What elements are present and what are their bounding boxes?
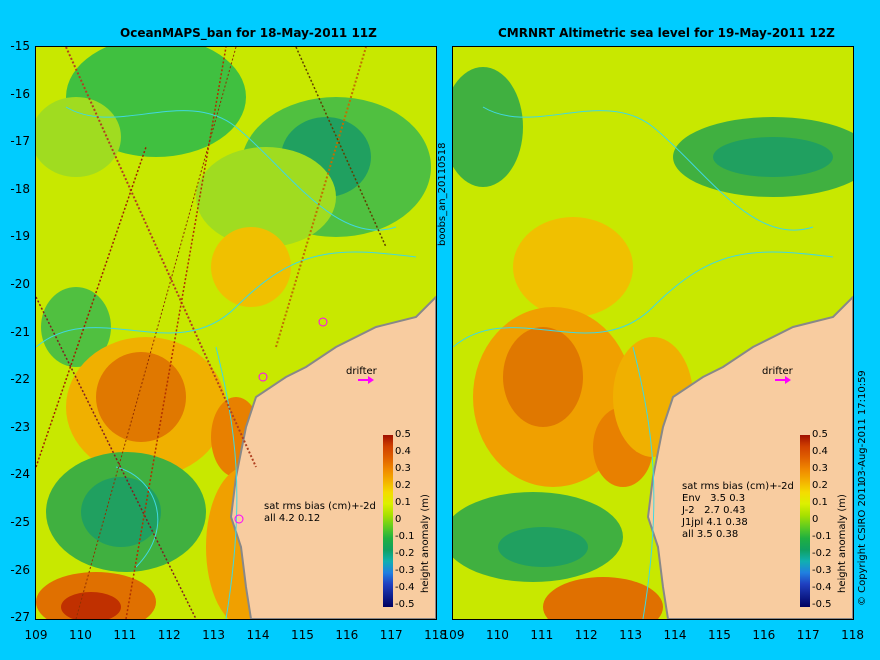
colorbar-tick-label: 0 — [395, 514, 402, 525]
colorbar-tick-label: 0.2 — [812, 480, 828, 491]
colorbar-tick-label: -0.2 — [395, 548, 415, 559]
y-tick-label: -19 — [10, 229, 30, 244]
colorbar-tick-label: 0 — [812, 514, 819, 525]
y-tick-label: -20 — [10, 277, 30, 291]
x-tick-label: 110 — [68, 628, 92, 642]
colorbar-tick-label: 0.1 — [395, 497, 411, 508]
left-map-title: OceanMAPS_ban for 18-May-2011 11Z — [120, 26, 377, 40]
x-tick-label: 110 — [485, 628, 509, 642]
x-tick-label: 118 — [424, 628, 448, 642]
colorbar-tick-label: -0.5 — [812, 599, 832, 610]
left-colorbar-title: height anomaly (m) — [420, 494, 431, 593]
colorbar-tick-label: -0.3 — [812, 565, 832, 576]
left-colorbar — [383, 435, 393, 607]
right-map-title: CMRNRT Altimetric sea level for 19-May-2… — [498, 26, 835, 40]
x-tick-label: 114 — [246, 628, 270, 642]
colorbar-tick-label: -0.2 — [812, 548, 832, 559]
y-tick-label: -15 — [10, 39, 30, 53]
y-tick-label: -21 — [10, 324, 30, 339]
colorbar-tick-label: -0.3 — [395, 565, 415, 576]
colorbar-tick-label: 0.2 — [395, 480, 411, 491]
colorbar-tick-label: 0.1 — [812, 497, 828, 508]
x-tick-label: 114 — [663, 628, 687, 642]
x-tick-label: 109 — [24, 628, 48, 642]
left-stats-text: sat rms bias (cm)+-2d all 4.2 0.12 — [264, 501, 376, 524]
y-tick-label: -27 — [10, 610, 30, 625]
colorbar-tick-label: 0.5 — [395, 429, 411, 440]
x-tick-label: 118 — [841, 628, 865, 642]
left-map-svg — [36, 47, 436, 619]
right-colorbar — [800, 435, 810, 607]
copyright-text: © Copyright CSIRO 2011 — [857, 481, 868, 606]
x-tick-label: 109 — [441, 628, 465, 642]
right-map-svg — [453, 47, 853, 619]
x-tick-label: 111 — [530, 628, 554, 642]
x-tick-label: 117 — [379, 628, 403, 642]
x-tick-label: 112 — [574, 628, 598, 642]
colorbar-tick-label: 0.3 — [395, 463, 411, 474]
colorbar-tick-label: 0.4 — [812, 446, 828, 457]
colorbar-tick-label: -0.1 — [395, 531, 415, 542]
y-tick-label: -18 — [10, 181, 30, 196]
date-stamp: 03-Aug-2011 17:10:59 — [857, 370, 868, 483]
colorbar-tick-label: -0.5 — [395, 599, 415, 610]
colorbar-tick-label: 0.3 — [812, 463, 828, 474]
x-tick-label: 116 — [752, 628, 776, 642]
left-drifter-label: drifter — [346, 366, 377, 377]
y-tick-label: -24 — [10, 467, 30, 482]
right-drifter-label: drifter — [762, 366, 793, 377]
y-tick-label: -25 — [10, 515, 30, 529]
x-tick-label: 117 — [796, 628, 820, 642]
x-tick-label: 116 — [335, 628, 359, 642]
y-tick-label: -23 — [10, 419, 30, 434]
right-stats-text: sat rms bias (cm)+-2d Env 3.5 0.3 J-2 2.… — [682, 481, 794, 540]
x-tick-label: 115 — [707, 628, 731, 642]
x-tick-label: 115 — [290, 628, 314, 642]
y-tick-label: -22 — [10, 372, 30, 387]
y-tick-label: -16 — [10, 86, 30, 101]
y-tick-label: -26 — [10, 562, 30, 577]
x-tick-label: 113 — [619, 628, 643, 642]
x-tick-label: 113 — [202, 628, 226, 642]
colorbar-tick-label: -0.1 — [812, 531, 832, 542]
left-drifter-arrow-icon — [358, 376, 374, 384]
colorbar-tick-label: 0.5 — [812, 429, 828, 440]
right-map-panel — [452, 46, 854, 620]
x-tick-label: 112 — [157, 628, 181, 642]
left-map-panel — [35, 46, 437, 620]
colorbar-tick-label: 0.4 — [395, 446, 411, 457]
colorbar-tick-label: -0.4 — [812, 582, 832, 593]
x-tick-label: 111 — [113, 628, 137, 642]
right-colorbar-title: height anomaly (m) — [837, 494, 848, 593]
colorbar-tick-label: -0.4 — [395, 582, 415, 593]
y-tick-label: -17 — [10, 134, 30, 149]
right-drifter-arrow-icon — [775, 376, 791, 384]
side-run-id: boobs_an_20110518 — [437, 142, 448, 246]
